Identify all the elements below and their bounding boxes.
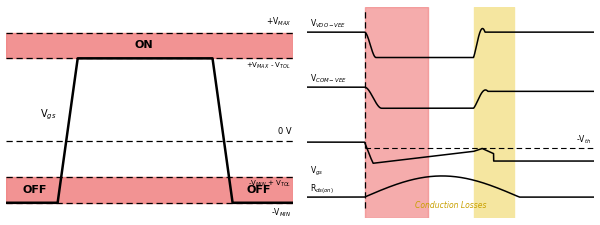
Text: R$_{ds(on)}$: R$_{ds(on)}$	[310, 182, 334, 196]
Bar	[473, 7, 514, 218]
Bar	[6, 177, 293, 203]
Text: V$_{gs}$: V$_{gs}$	[310, 165, 323, 178]
Text: V$_{COM-VEE}$: V$_{COM-VEE}$	[310, 72, 347, 85]
Bar	[6, 33, 293, 58]
Text: -V$_{MIN}$ + V$_{TOL}$: -V$_{MIN}$ + V$_{TOL}$	[248, 179, 292, 189]
Text: V$_{gs}$: V$_{gs}$	[40, 108, 57, 122]
Text: 0 V: 0 V	[278, 127, 292, 136]
Bar	[365, 7, 428, 218]
Text: +V$_{MAX}$ - V$_{TOL}$: +V$_{MAX}$ - V$_{TOL}$	[247, 60, 292, 71]
Text: V$_{VDO-VEE}$: V$_{VDO-VEE}$	[310, 18, 346, 30]
Text: ON: ON	[134, 40, 153, 50]
Text: Conduction Losses: Conduction Losses	[415, 201, 487, 210]
Text: +V$_{MAX}$: +V$_{MAX}$	[266, 16, 292, 28]
Text: OFF: OFF	[246, 185, 271, 195]
Text: OFF: OFF	[22, 185, 47, 195]
Text: -V$_{MIN}$: -V$_{MIN}$	[271, 207, 292, 219]
Text: -V$_{th}$: -V$_{th}$	[576, 134, 591, 146]
